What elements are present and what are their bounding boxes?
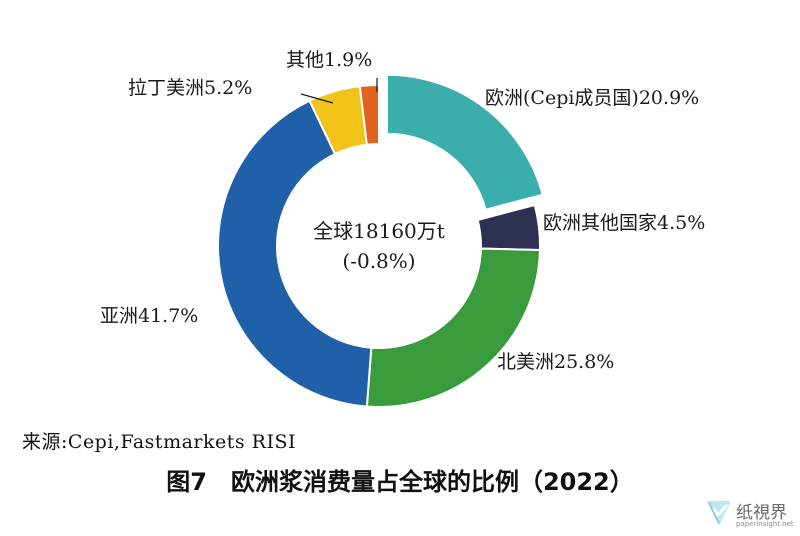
- watermark-logo: 纸視界 paperinsight.net: [704, 496, 798, 534]
- donut-chart: 欧洲(Cepi成员国)20.9% 欧洲其他国家4.5% 北美洲25.8% 亚洲41.7…: [100, 49, 705, 408]
- source-note: 来源:Cepi,Fastmarkets RISI: [22, 431, 297, 453]
- slice-label-0: 欧洲(Cepi成员国)20.9%: [485, 87, 699, 109]
- center-sublabel: (-0.8%): [342, 249, 415, 273]
- slice-0: [385, 73, 544, 211]
- leader-line-4: [300, 93, 334, 104]
- slice-1: [476, 203, 541, 252]
- slice-label-1: 欧洲其他国家4.5%: [543, 212, 705, 234]
- slice-labels: 欧洲(Cepi成员国)20.9% 欧洲其他国家4.5% 北美洲25.8% 亚洲41.7…: [100, 49, 705, 373]
- slice-3: [217, 99, 373, 408]
- slice-2: [365, 247, 541, 408]
- slice-5: [358, 83, 380, 146]
- leader-lines: [300, 78, 378, 104]
- figure-title: 图7 欧洲浆消费量占全球的比例（2022）: [166, 468, 634, 496]
- watermark-en: paperinsight.net: [736, 520, 794, 528]
- center-label: 全球18160万t: [313, 219, 445, 243]
- paperinsight-logo-icon: [707, 501, 731, 526]
- slice-label-4: 拉丁美洲5.2%: [128, 77, 252, 99]
- slice-label-3: 亚洲41.7%: [100, 305, 198, 327]
- slice-label-5: 其他1.9%: [286, 49, 372, 71]
- slice-label-2: 北美洲25.8%: [497, 351, 614, 373]
- watermark-cn: 纸視界: [736, 503, 787, 523]
- donut-slices: [217, 73, 544, 408]
